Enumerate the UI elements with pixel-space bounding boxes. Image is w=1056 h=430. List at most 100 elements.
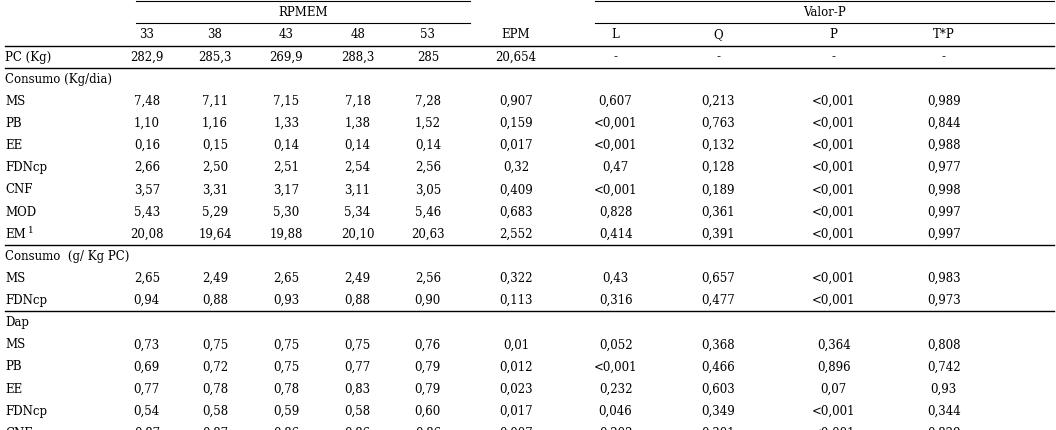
Text: <0,001: <0,001: [812, 227, 855, 241]
Text: 0,75: 0,75: [344, 338, 371, 351]
Text: 2,49: 2,49: [202, 272, 228, 285]
Text: 5,43: 5,43: [134, 206, 159, 218]
Text: EE: EE: [5, 139, 22, 152]
Text: EE: EE: [5, 383, 22, 396]
Text: 0,301: 0,301: [701, 427, 735, 430]
Text: 0,213: 0,213: [701, 95, 735, 108]
Text: 0,052: 0,052: [599, 338, 633, 351]
Text: 20,10: 20,10: [341, 227, 375, 241]
Text: 0,94: 0,94: [134, 294, 159, 307]
Text: 2,51: 2,51: [274, 161, 299, 174]
Text: 53: 53: [420, 28, 435, 41]
Text: 0,90: 0,90: [415, 294, 441, 307]
Text: 0,113: 0,113: [499, 294, 532, 307]
Text: 0,046: 0,046: [599, 405, 633, 418]
Text: 0,132: 0,132: [701, 139, 735, 152]
Text: 0,202: 0,202: [599, 427, 633, 430]
Text: 38: 38: [208, 28, 223, 41]
Text: -: -: [832, 51, 835, 64]
Text: 0,86: 0,86: [274, 427, 299, 430]
Text: 20,08: 20,08: [130, 227, 164, 241]
Text: 33: 33: [139, 28, 154, 41]
Text: 5,46: 5,46: [415, 206, 441, 218]
Text: 0,73: 0,73: [134, 338, 159, 351]
Text: Consumo (Kg/dia): Consumo (Kg/dia): [5, 73, 112, 86]
Text: 288,3: 288,3: [341, 51, 374, 64]
Text: 2,65: 2,65: [134, 272, 159, 285]
Text: 0,43: 0,43: [602, 272, 628, 285]
Text: EPM: EPM: [502, 28, 530, 41]
Text: 0,808: 0,808: [927, 338, 961, 351]
Text: <0,001: <0,001: [812, 161, 855, 174]
Text: 0,69: 0,69: [134, 360, 159, 374]
Text: 1,52: 1,52: [415, 117, 440, 130]
Text: <0,001: <0,001: [593, 360, 638, 374]
Text: <0,001: <0,001: [593, 183, 638, 197]
Text: 0,16: 0,16: [134, 139, 159, 152]
Text: 0,128: 0,128: [701, 161, 735, 174]
Text: Dap: Dap: [5, 316, 30, 329]
Text: 0,983: 0,983: [927, 272, 961, 285]
Text: 2,65: 2,65: [274, 272, 299, 285]
Text: 5,30: 5,30: [274, 206, 300, 218]
Text: 20,63: 20,63: [411, 227, 445, 241]
Text: FDNcp: FDNcp: [5, 294, 48, 307]
Text: EM: EM: [5, 227, 26, 241]
Text: <0,001: <0,001: [812, 183, 855, 197]
Text: 0,76: 0,76: [415, 338, 441, 351]
Text: 0,93: 0,93: [274, 294, 300, 307]
Text: 269,9: 269,9: [269, 51, 303, 64]
Text: -: -: [716, 51, 720, 64]
Text: 0,349: 0,349: [701, 405, 735, 418]
Text: <0,001: <0,001: [812, 294, 855, 307]
Text: PB: PB: [5, 117, 22, 130]
Text: 7,28: 7,28: [415, 95, 440, 108]
Text: 19,88: 19,88: [269, 227, 303, 241]
Text: 0,316: 0,316: [599, 294, 633, 307]
Text: 0,322: 0,322: [499, 272, 532, 285]
Text: 0,189: 0,189: [701, 183, 735, 197]
Text: CNF: CNF: [5, 183, 33, 197]
Text: <0,001: <0,001: [812, 427, 855, 430]
Text: 0,989: 0,989: [927, 95, 961, 108]
Text: 5,29: 5,29: [202, 206, 228, 218]
Text: <0,001: <0,001: [812, 139, 855, 152]
Text: <0,001: <0,001: [812, 206, 855, 218]
Text: 2,56: 2,56: [415, 272, 441, 285]
Text: 1,16: 1,16: [202, 117, 228, 130]
Text: 0,907: 0,907: [499, 95, 533, 108]
Text: 3,11: 3,11: [344, 183, 371, 197]
Text: <0,001: <0,001: [593, 117, 638, 130]
Text: 0,58: 0,58: [344, 405, 371, 418]
Text: 3,05: 3,05: [415, 183, 441, 197]
Text: 0,896: 0,896: [817, 360, 850, 374]
Text: 43: 43: [279, 28, 294, 41]
Text: 0,007: 0,007: [499, 427, 533, 430]
Text: 2,56: 2,56: [415, 161, 441, 174]
Text: 0,83: 0,83: [344, 383, 371, 396]
Text: 0,828: 0,828: [599, 206, 633, 218]
Text: 2,49: 2,49: [344, 272, 371, 285]
Text: 282,9: 282,9: [130, 51, 164, 64]
Text: <0,001: <0,001: [812, 95, 855, 108]
Text: 1: 1: [29, 226, 34, 235]
Text: 0,32: 0,32: [503, 161, 529, 174]
Text: 0,657: 0,657: [701, 272, 735, 285]
Text: 7,11: 7,11: [202, 95, 228, 108]
Text: 0,75: 0,75: [202, 338, 228, 351]
Text: 0,742: 0,742: [927, 360, 961, 374]
Text: 0,01: 0,01: [503, 338, 529, 351]
Text: 19,64: 19,64: [199, 227, 232, 241]
Text: 3,17: 3,17: [274, 183, 299, 197]
Text: PB: PB: [5, 360, 22, 374]
Text: 0,87: 0,87: [134, 427, 159, 430]
Text: FDNcp: FDNcp: [5, 405, 48, 418]
Text: CNF: CNF: [5, 427, 33, 430]
Text: 0,93: 0,93: [930, 383, 957, 396]
Text: 0,997: 0,997: [927, 227, 961, 241]
Text: <0,001: <0,001: [593, 139, 638, 152]
Text: 0,414: 0,414: [599, 227, 633, 241]
Text: 0,017: 0,017: [499, 405, 533, 418]
Text: 7,48: 7,48: [134, 95, 159, 108]
Text: 0,998: 0,998: [927, 183, 961, 197]
